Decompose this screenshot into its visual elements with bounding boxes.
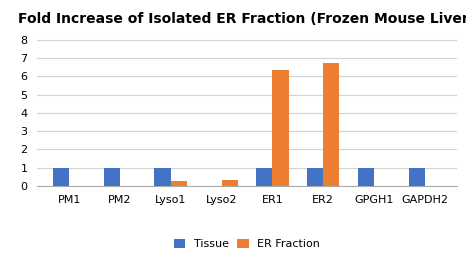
Bar	[171, 181, 187, 186]
Bar	[221, 180, 238, 186]
Bar	[307, 167, 323, 186]
Bar	[323, 63, 340, 186]
Bar	[409, 167, 425, 186]
Bar	[273, 70, 288, 186]
Bar	[53, 167, 69, 186]
Bar	[154, 167, 171, 186]
Title: Fold Increase of Isolated ER Fraction (Frozen Mouse Liver): Fold Increase of Isolated ER Fraction (F…	[19, 12, 466, 26]
Bar	[358, 167, 374, 186]
Legend: Tissue, ER Fraction: Tissue, ER Fraction	[169, 235, 325, 254]
Bar	[103, 167, 120, 186]
Bar	[256, 167, 273, 186]
